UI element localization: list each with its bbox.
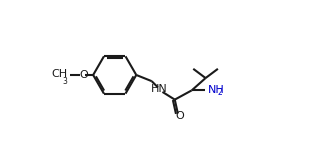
Text: 2: 2 <box>217 88 222 97</box>
Text: CH: CH <box>52 69 68 79</box>
Text: 3: 3 <box>63 77 68 86</box>
Text: O: O <box>79 70 88 80</box>
Text: HN: HN <box>151 84 168 94</box>
Text: O: O <box>176 111 185 121</box>
Text: NH: NH <box>208 85 225 95</box>
